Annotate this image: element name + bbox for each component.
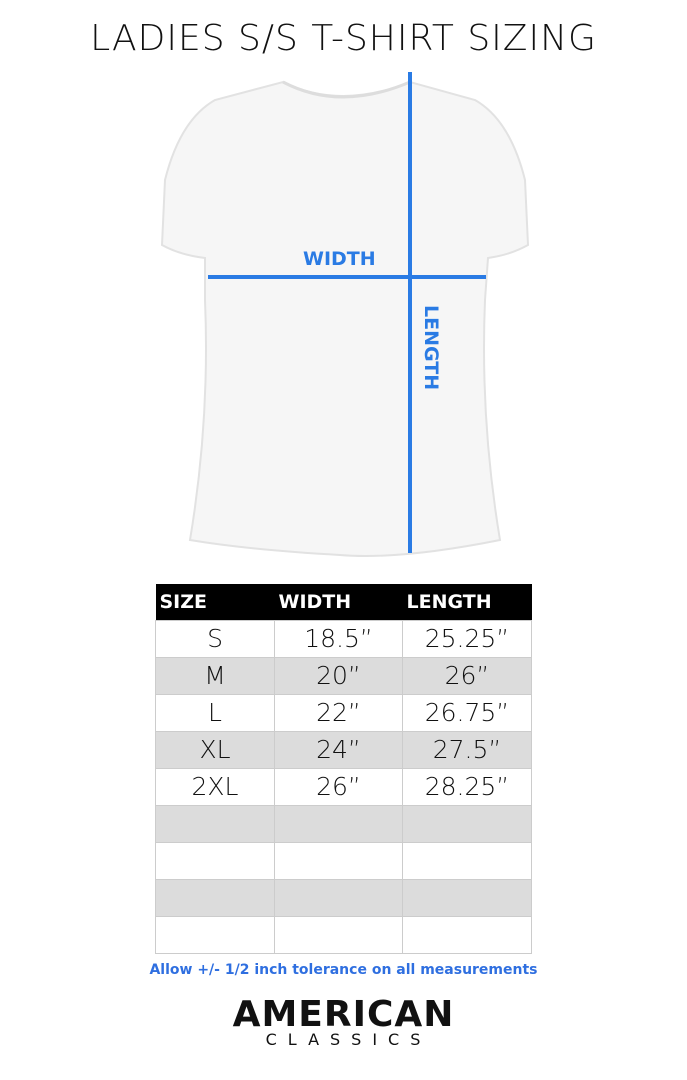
length-cell: 26.75” (402, 693, 532, 732)
header-length: LENGTH (402, 584, 532, 620)
brand-logo: AMERICAN (232, 994, 455, 1035)
width-cell (274, 878, 403, 917)
header-size: SIZE (155, 584, 275, 620)
length-cell (402, 804, 532, 843)
size-cell (155, 804, 275, 843)
width-cell: 22” (274, 693, 403, 732)
tshirt-diagram (160, 72, 530, 557)
table-row: 2XL 26” 28.25” (155, 767, 532, 806)
width-cell: 26” (274, 767, 403, 806)
table-header: SIZE WIDTH LENGTH (155, 584, 532, 620)
length-label: LENGTH (420, 305, 442, 391)
table-row: S 18.5” 25.25” (155, 619, 532, 658)
width-cell (274, 804, 403, 843)
table-row (155, 915, 532, 954)
length-cell: 27.5” (402, 730, 532, 769)
width-cell (274, 841, 403, 880)
length-cell (402, 915, 532, 954)
tshirt-image (160, 80, 530, 557)
size-cell: S (155, 619, 275, 658)
width-label: WIDTH (303, 248, 376, 270)
size-cell (155, 841, 275, 880)
size-table: SIZE WIDTH LENGTH S 18.5” 25.25” M 20” 26” L 22… (155, 584, 532, 954)
width-cell (274, 915, 403, 954)
size-cell (155, 878, 275, 917)
width-cell: 18.5” (274, 619, 403, 658)
tolerance-note: Allow +/- 1/2 inch tolerance on all meas… (149, 962, 538, 978)
length-cell: 26” (402, 656, 532, 695)
table-row (155, 841, 532, 880)
table-row (155, 804, 532, 843)
size-cell: L (155, 693, 275, 732)
size-cell: M (155, 656, 275, 695)
width-cell: 24” (274, 730, 403, 769)
brand-logo-sub: CLASSICS (265, 1030, 432, 1049)
length-cell (402, 878, 532, 917)
table-row (155, 878, 532, 917)
size-cell: 2XL (155, 767, 275, 806)
table-row: L 22” 26.75” (155, 693, 532, 732)
size-cell: XL (155, 730, 275, 769)
table-row: M 20” 26” (155, 656, 532, 695)
size-cell (155, 915, 275, 954)
width-cell: 20” (274, 656, 403, 695)
table-row: XL 24” 27.5” (155, 730, 532, 769)
length-cell: 28.25” (402, 767, 532, 806)
header-width: WIDTH (274, 584, 403, 620)
length-cell (402, 841, 532, 880)
length-cell: 25.25” (402, 619, 532, 658)
page-title: LADIES S/S T-SHIRT SIZING (90, 18, 597, 59)
